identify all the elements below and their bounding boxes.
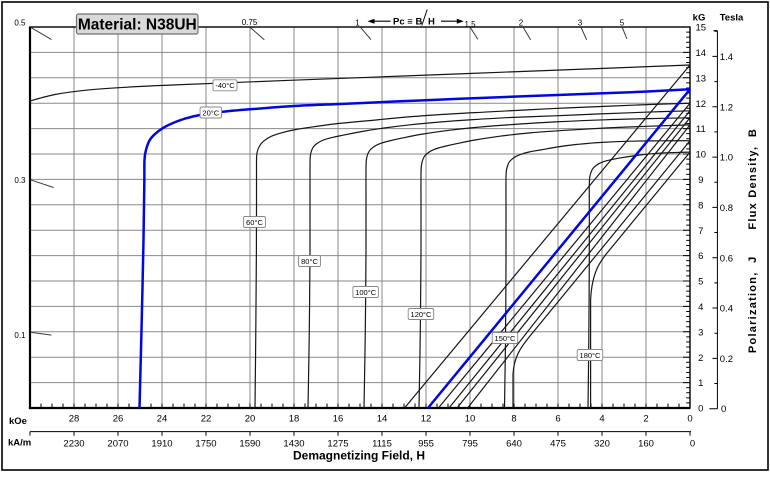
svg-text:640: 640 [506, 438, 522, 449]
svg-text:475: 475 [550, 438, 566, 449]
svg-text:0.5: 0.5 [14, 18, 26, 27]
svg-text:1430: 1430 [283, 438, 304, 449]
svg-text:20°C: 20°C [202, 108, 219, 117]
svg-text:160: 160 [638, 438, 654, 449]
svg-text:0.4: 0.4 [720, 304, 733, 315]
svg-text:1.0: 1.0 [720, 153, 733, 164]
svg-text:80°C: 80°C [301, 257, 318, 266]
svg-text:1.4: 1.4 [720, 52, 733, 63]
svg-text:0.6: 0.6 [720, 253, 733, 264]
svg-text:8: 8 [698, 200, 703, 211]
svg-text:0: 0 [698, 404, 703, 415]
svg-text:H: H [428, 16, 435, 27]
svg-text:2: 2 [698, 353, 703, 364]
svg-text:16: 16 [333, 414, 344, 425]
svg-text:2: 2 [643, 414, 648, 425]
svg-text:0.1: 0.1 [14, 331, 26, 340]
svg-text:0.8: 0.8 [720, 203, 733, 214]
svg-text:18: 18 [289, 414, 300, 425]
svg-text:3: 3 [578, 19, 583, 28]
svg-text:9: 9 [698, 175, 703, 186]
svg-text:26: 26 [113, 414, 124, 425]
svg-text:1.5: 1.5 [464, 20, 476, 29]
svg-text:1: 1 [698, 378, 703, 389]
svg-text:Tesla: Tesla [720, 13, 744, 24]
svg-text:150°C: 150°C [495, 334, 517, 343]
svg-text:0.3: 0.3 [14, 176, 26, 185]
svg-text:5: 5 [698, 277, 703, 288]
svg-text:10: 10 [465, 414, 476, 425]
svg-text:7: 7 [698, 226, 703, 237]
svg-text:8: 8 [511, 414, 516, 425]
svg-text:12: 12 [696, 99, 707, 110]
svg-text:22: 22 [201, 414, 212, 425]
svg-text:12: 12 [421, 414, 432, 425]
svg-text:1750: 1750 [195, 438, 216, 449]
svg-text:kOe: kOe [9, 416, 27, 427]
svg-text:0: 0 [687, 414, 692, 425]
svg-text:100°C: 100°C [355, 288, 377, 297]
svg-text:10: 10 [696, 150, 707, 161]
svg-text:2230: 2230 [63, 438, 84, 449]
svg-text:Demagnetizing Field, H: Demagnetizing Field, H [293, 449, 425, 463]
svg-text:28: 28 [69, 414, 80, 425]
svg-text:20: 20 [245, 414, 256, 425]
svg-text:Polarization, J Flux Den: Polarization, J Flux Density, B [747, 128, 759, 353]
svg-text:0: 0 [690, 438, 695, 449]
svg-text:24: 24 [157, 414, 168, 425]
svg-text:15: 15 [696, 23, 707, 34]
svg-text:0: 0 [721, 404, 726, 415]
svg-text:Material: N38UH: Material: N38UH [78, 17, 197, 34]
svg-text:5: 5 [620, 19, 625, 28]
svg-text:0.75: 0.75 [242, 18, 258, 27]
svg-text:11: 11 [696, 124, 706, 135]
svg-text:2: 2 [519, 19, 524, 28]
svg-text:kA/m: kA/m [8, 437, 31, 448]
svg-text:1115: 1115 [372, 438, 392, 449]
svg-text:955: 955 [418, 438, 434, 449]
svg-text:Pc ≡ B: Pc ≡ B [393, 16, 422, 27]
svg-text:1910: 1910 [151, 438, 172, 449]
svg-text:4: 4 [599, 414, 604, 425]
svg-text:795: 795 [462, 438, 478, 449]
svg-text:kG: kG [693, 13, 706, 24]
svg-text:60°C: 60°C [246, 218, 263, 227]
svg-text:14: 14 [377, 414, 388, 425]
svg-text:320: 320 [594, 438, 610, 449]
svg-text:120°C: 120°C [411, 310, 433, 319]
svg-text:180°C: 180°C [580, 351, 602, 360]
svg-text:1275: 1275 [327, 438, 348, 449]
svg-text:1.2: 1.2 [720, 102, 733, 113]
svg-text:0.2: 0.2 [720, 354, 733, 365]
svg-text:6: 6 [698, 251, 703, 262]
svg-text:-40°C: -40°C [215, 81, 235, 90]
svg-text:4: 4 [698, 302, 703, 313]
svg-text:1: 1 [355, 18, 360, 27]
svg-text:14: 14 [696, 48, 707, 59]
svg-text:6: 6 [555, 414, 560, 425]
svg-text:2070: 2070 [107, 438, 128, 449]
svg-text:3: 3 [698, 327, 703, 338]
svg-text:1590: 1590 [239, 438, 260, 449]
svg-text:13: 13 [696, 73, 707, 84]
